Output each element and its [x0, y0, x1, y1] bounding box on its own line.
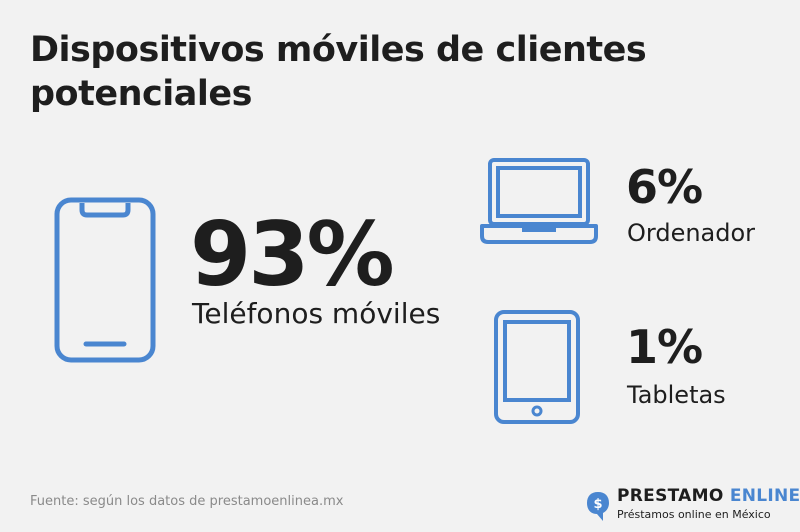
- tablet-label: Tabletas: [627, 381, 726, 409]
- source-note: Fuente: según los datos de prestamoenlin…: [30, 494, 344, 509]
- page-title: Dispositivos móviles de clientes potenci…: [30, 30, 647, 114]
- brand-tagline: Préstamos online en México: [617, 508, 771, 521]
- brand-name-part2: ENLINEA: [729, 486, 800, 506]
- brand-logo: $ PRESTAMO ENLINEA Préstamos online en M…: [585, 486, 800, 526]
- phones-label: Teléfonos móviles: [192, 297, 441, 330]
- logo-symbol: $: [593, 497, 602, 512]
- laptop-icon: [480, 158, 598, 244]
- brand-name-part1: PRESTAMO: [617, 486, 730, 506]
- tablet-icon: [494, 310, 580, 424]
- computer-value: 6%: [626, 160, 703, 214]
- computer-label: Ordenador: [627, 219, 756, 247]
- dollar-bubble-icon: $: [587, 492, 609, 521]
- tablet-value: 1%: [626, 320, 703, 374]
- smartphone-icon: [54, 197, 156, 363]
- brand-name: PRESTAMO ENLINEA: [617, 486, 800, 506]
- phones-value: 93%: [190, 203, 395, 306]
